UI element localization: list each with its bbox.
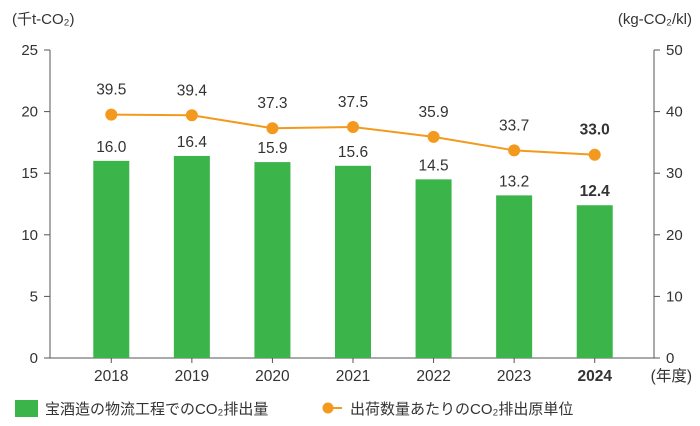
right-axis-tick-label: 50 [666,42,683,59]
legend: 宝酒造の物流工程でのCO₂排出量 出荷数量あたりのCO₂排出原単位 [15,400,573,418]
line-point [427,130,440,143]
right-axis-tick-label: 0 [666,350,674,367]
bar-value-label: 13.2 [499,173,529,190]
line-point [588,148,601,161]
x-axis-tick-label: 2024 [577,368,612,385]
bar [415,179,452,358]
line-value-label: 33.0 [580,122,610,139]
bar-value-label: 15.9 [257,140,287,157]
line-point [347,121,359,133]
left-axis-tick-label: 10 [21,227,38,244]
line-point [105,108,118,121]
x-axis-tick-label: 2019 [175,368,209,385]
left-axis-tick-label: 25 [21,42,38,59]
left-axis-tick-label: 0 [30,350,38,367]
x-axis-unit: (年度) [651,367,692,385]
x-axis-tick-label: 2020 [255,368,290,385]
bar [335,165,371,358]
bar [496,195,533,358]
legend-bar-swatch [15,400,38,417]
bar-value-label: 16.0 [96,139,127,156]
right-axis-unit: (kg-CO₂/kl) [618,11,692,28]
legend-line-marker [322,402,334,414]
right-axis-tick-label: 20 [666,227,683,244]
line-point [266,122,279,135]
right-axis-tick-label: 40 [666,104,683,121]
x-axis-tick-label: 2021 [336,368,370,385]
x-axis-tick-label: 2018 [94,368,128,385]
line-value-label: 35.9 [418,104,448,121]
bar [254,162,291,358]
line-value-label: 37.5 [338,94,368,111]
bar-value-label: 15.6 [338,144,368,161]
legend-line-label: 出荷数量あたりのCO₂排出原単位 [350,401,573,418]
line-value-label: 39.5 [96,82,126,99]
x-axis-tick-label: 2023 [497,368,531,385]
bar [93,160,130,358]
line-value-label: 37.3 [257,95,287,112]
bar-value-label: 16.4 [177,134,208,151]
line-value-label: 33.7 [499,117,529,134]
left-axis-tick-label: 20 [21,104,38,121]
x-axis-tick-label: 2022 [416,368,450,385]
left-axis-tick-label: 15 [21,165,38,182]
bar [173,155,210,358]
line-value-label: 39.4 [177,82,208,99]
right-axis-tick-label: 10 [666,288,683,305]
bar-value-label: 12.4 [580,183,611,200]
left-axis-tick-label: 5 [30,288,38,305]
left-axis-unit: (千t-CO₂) [12,11,74,28]
right-axis-tick-label: 30 [666,165,683,182]
bar-value-label: 14.5 [418,157,448,174]
bar [576,205,613,358]
legend-bar-label: 宝酒造の物流工程でのCO₂排出量 [45,401,268,418]
line-point [508,144,521,157]
line-point [185,109,198,122]
